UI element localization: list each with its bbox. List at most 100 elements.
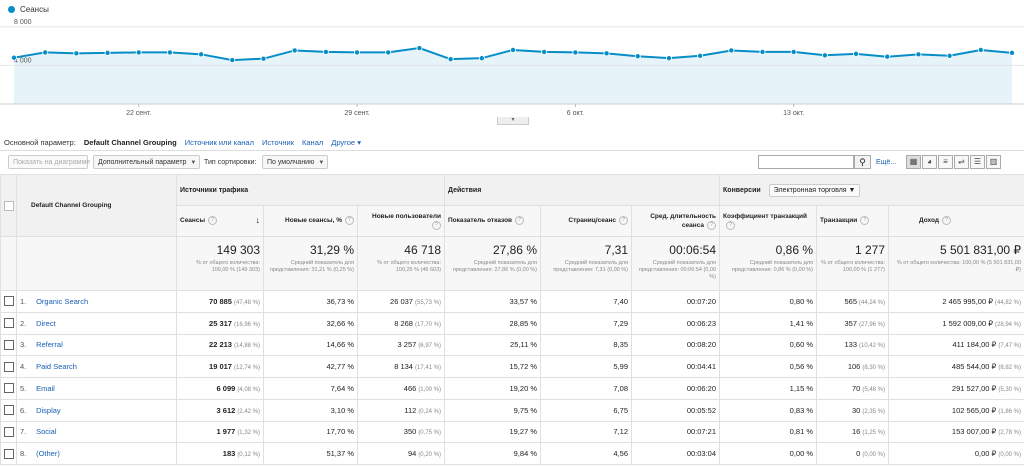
col-new-sessions-pct[interactable]: Новые сеансы, %? — [263, 205, 358, 237]
table-search-input[interactable] — [758, 155, 854, 169]
dimension-source[interactable]: Источник — [261, 138, 295, 147]
new-users-value: 26 037 — [390, 296, 413, 306]
row-checkbox[interactable] — [4, 448, 14, 459]
plot-rows-button[interactable]: Показать на диаграмме — [8, 155, 90, 169]
x-tick-label: 22 сент. — [126, 110, 151, 117]
row-checkbox[interactable] — [4, 339, 14, 350]
revenue-value: 153 007,00 ₽ — [951, 427, 997, 437]
revenue-cell: 2 465 995,00 ₽ (44,82 %) — [888, 290, 1024, 313]
help-icon[interactable]: ? — [208, 216, 218, 226]
channel-link[interactable]: Organic Search — [36, 296, 89, 306]
transactions-percent: (1,25 %) — [862, 430, 886, 437]
row-checkbox-cell — [0, 333, 17, 357]
row-checkbox-cell — [0, 290, 17, 313]
dimension-column-header[interactable]: Default Channel Grouping — [16, 174, 177, 237]
channel-link[interactable]: (Other) — [36, 449, 60, 459]
row-checkbox[interactable] — [4, 383, 14, 394]
term-cloud-view-icon[interactable]: ☰ — [970, 155, 985, 169]
help-icon[interactable]: ? — [707, 220, 717, 230]
row-number: 3. — [20, 340, 27, 350]
conversion-type-dropdown[interactable]: Электронная торговля ▼ — [768, 183, 861, 197]
conversion-type-value: Электронная торговля — [773, 186, 847, 194]
sort-type-value: По умолчанию — [267, 159, 315, 166]
revenue-percent: (28,94 %) — [995, 321, 1022, 328]
channel-cell: 3. Referral — [16, 333, 177, 357]
comparison-view-icon[interactable]: ⇌ — [954, 155, 969, 169]
col-conversion-rate[interactable]: Коэффициент транзакций? — [719, 205, 818, 237]
new-users-value: 8 268 — [394, 318, 413, 328]
y-tick-label: 4 000 — [14, 57, 32, 64]
sessions-value: 70 885 — [209, 296, 232, 306]
help-icon[interactable]: ? — [619, 216, 628, 226]
col-sessions[interactable]: Сеансы? ↓ — [176, 205, 264, 237]
channel-cell: 8. (Other) — [16, 442, 177, 465]
help-icon[interactable]: ? — [860, 216, 870, 226]
performance-view-icon[interactable]: ≡ — [938, 155, 953, 169]
channel-link[interactable]: Social — [36, 427, 57, 437]
col-transactions[interactable]: Транзакции? — [816, 205, 890, 237]
row-checkbox[interactable] — [4, 296, 14, 307]
sessions-cell: 25 317 (16,96 %) — [176, 311, 264, 335]
row-checkbox[interactable] — [4, 318, 14, 329]
pie-view-icon[interactable]: ◕ — [922, 155, 937, 169]
help-icon[interactable]: ? — [345, 216, 354, 226]
data-point — [541, 48, 548, 55]
channel-link[interactable]: Paid Search — [36, 362, 77, 372]
totals-row: 149 303 % от общего количества: 100,00 % … — [0, 236, 1024, 291]
acquisition-group-header: Источники трафика — [176, 174, 445, 206]
row-checkbox[interactable] — [4, 426, 14, 437]
data-point — [509, 46, 516, 53]
select-all-checkbox[interactable] — [4, 200, 14, 211]
revenue-percent: (2,78 %) — [998, 430, 1022, 437]
col-pages-per-session[interactable]: Страниц/сеанс? — [540, 205, 632, 237]
data-point — [104, 49, 111, 56]
channel-link[interactable]: Direct — [36, 318, 56, 328]
channel-link[interactable]: Display — [36, 405, 61, 415]
search-icon[interactable]: ⚲ — [854, 155, 871, 169]
primary-dimension-label: Основной параметр: — [4, 138, 76, 147]
data-point — [291, 47, 298, 54]
data-point — [260, 55, 267, 62]
row-checkbox-cell — [0, 420, 17, 444]
transactions-cell: 106 (8,30 %) — [816, 355, 890, 378]
row-number: 8. — [20, 449, 27, 459]
revenue-cell: 153 007,00 ₽ (2,78 %) — [888, 420, 1024, 444]
total-transactions: 1 277 % от общего количества: 100,00 % (1… — [816, 236, 890, 291]
col-avg-session-duration[interactable]: Сред. длительность сеанса? — [630, 205, 721, 237]
col-new-users[interactable]: Новые пользователи? — [357, 205, 445, 237]
row-checkbox[interactable] — [4, 405, 14, 416]
dimension-source-medium[interactable]: Источник или канал — [184, 138, 254, 147]
dimension-other-dropdown[interactable]: Другое ▾ — [331, 138, 361, 147]
row-number: 6. — [20, 405, 27, 415]
pivot-view-icon[interactable]: ▥ — [986, 155, 1001, 169]
new-users-cell: 3 257 (6,97 %) — [357, 333, 445, 357]
col-revenue[interactable]: Доход? — [888, 205, 1024, 237]
help-icon[interactable]: ? — [726, 220, 736, 230]
help-icon[interactable]: ? — [432, 220, 441, 230]
new-sessions-pct-cell: 42,77 % — [263, 355, 358, 378]
total-value: 27,86 % — [492, 243, 537, 257]
revenue-value: 485 544,00 ₽ — [951, 362, 997, 372]
chart-collapse-handle[interactable]: ▾ — [497, 117, 529, 125]
new-users-cell: 350 (0,75 %) — [357, 420, 445, 444]
table-view-icon[interactable]: ▦ — [906, 155, 921, 169]
sort-type-dropdown[interactable]: По умолчанию ▼ — [262, 155, 328, 169]
pages-per-session-cell: 7,08 — [540, 377, 632, 400]
channel-link[interactable]: Email — [36, 383, 55, 393]
dimension-medium[interactable]: Канал — [302, 138, 324, 147]
transactions-value: 357 — [844, 318, 857, 328]
group-header-row: Default Channel Grouping Источники трафи… — [0, 174, 1024, 237]
row-checkbox[interactable] — [4, 361, 14, 372]
advanced-filter-link[interactable]: Ещё... — [876, 159, 897, 166]
revenue-percent: (5,30 %) — [998, 386, 1022, 393]
secondary-dimension-dropdown[interactable]: Дополнительный параметр ▼ — [93, 155, 200, 169]
help-icon[interactable]: ? — [942, 216, 951, 226]
data-point — [354, 49, 361, 56]
chart-legend[interactable]: Сеансы — [8, 5, 49, 14]
help-icon[interactable]: ? — [515, 216, 525, 226]
channel-link[interactable]: Referral — [36, 340, 63, 350]
conversions-label: Конверсии — [723, 186, 761, 194]
new-users-percent: (0,24 %) — [418, 408, 441, 415]
col-bounce-rate[interactable]: Показатель отказов? — [444, 205, 541, 237]
table-row: 7. Social 1 977 (1,32 %) 17,70 % 350 (0,75… — [0, 420, 1024, 444]
